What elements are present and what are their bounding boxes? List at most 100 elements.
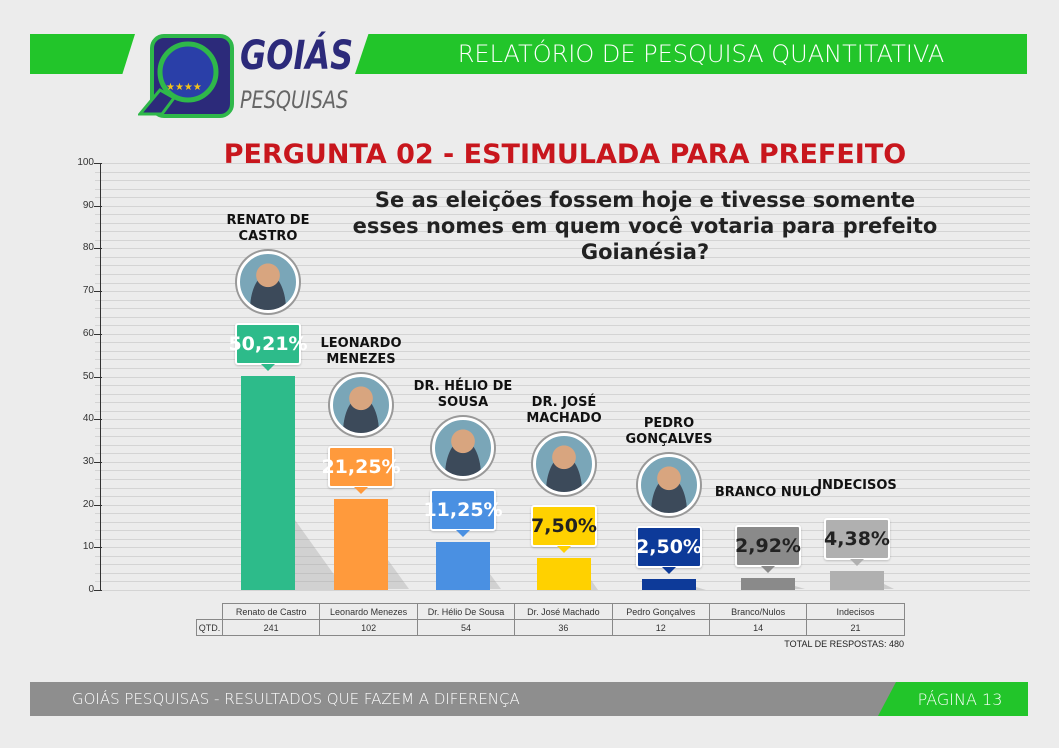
candidate-name: INDECISOS (817, 478, 897, 494)
value-label: 2,92% (735, 524, 801, 573)
y-tick-label: 30 (82, 455, 94, 467)
grid-line (95, 256, 1030, 258)
category-label: Indecisos (806, 603, 905, 620)
y-tick-mark (94, 461, 102, 463)
value-label: 11,25% (423, 488, 503, 537)
grid-line (95, 316, 1030, 318)
table-header-row: Renato de Castro Leonardo Menezes Dr. Héli… (197, 603, 905, 620)
grid-line (95, 282, 1030, 284)
logo-subtext: PESQUISAS (240, 86, 349, 114)
grid-line (95, 590, 1030, 591)
grid-line (95, 239, 1030, 241)
category-label: Branco/Nulos (708, 603, 808, 620)
y-tick-label: 40 (82, 413, 94, 425)
grid-line (95, 308, 1030, 310)
category-label: Dr. Hélio De Sousa (416, 603, 516, 620)
value-label: 4,38% (824, 518, 890, 567)
y-tick-mark (94, 590, 102, 591)
grid-line (95, 222, 1030, 224)
y-tick-label: 100 (77, 157, 94, 168)
grid-line (95, 291, 1030, 293)
grid-line (95, 419, 1030, 421)
grid-line (95, 393, 1030, 395)
total-responses: TOTAL DE RESPOSTAS: 480 (784, 639, 904, 649)
category-label: Leonardo Menezes (319, 603, 418, 620)
bar-shadow (490, 574, 501, 590)
y-tick-label: 20 (82, 498, 94, 510)
candidate-photo (533, 432, 595, 495)
y-tick-mark (94, 419, 102, 421)
y-tick-label: 50 (82, 370, 94, 382)
count-cell: 14 (708, 619, 808, 636)
y-tick-label: 80 (82, 242, 94, 254)
y-tick-mark (94, 163, 102, 164)
count-cell: 241 (221, 619, 321, 636)
category-label: Pedro Gonçalves (611, 603, 710, 620)
bar (334, 499, 388, 590)
bar-shadow (388, 560, 409, 590)
bar (642, 579, 696, 590)
grid-line (95, 350, 1030, 352)
count-cell: 36 (514, 619, 613, 636)
candidate-name: BRANCO NULO (714, 484, 822, 500)
chart-subtitle: Se as eleições fossem hoje e tivesse som… (352, 188, 938, 264)
candidate-name: DR. HÉLIO DE SOUSA (413, 378, 513, 410)
category-label: Renato de Castro (221, 603, 321, 620)
grid-line (95, 205, 1030, 207)
grid-line (95, 333, 1030, 335)
candidate-name: LEONARDO MENEZES (320, 336, 402, 368)
grid-line (95, 231, 1030, 233)
grid-line (95, 274, 1030, 276)
bar (241, 375, 295, 590)
grid-line (95, 385, 1030, 387)
table-row: QTD. 241 102 54 36 12 14 21 (196, 619, 905, 636)
bar-shadow (795, 586, 805, 590)
y-tick-mark (94, 291, 102, 293)
grid-line (95, 197, 1030, 199)
count-cell: 54 (416, 619, 516, 636)
grid-line (95, 265, 1030, 267)
grid-line (95, 359, 1030, 361)
value-label: 50,21% (228, 322, 308, 371)
y-tick-label: 60 (82, 327, 94, 339)
grid-line (95, 496, 1030, 498)
grid-line (95, 367, 1030, 369)
y-tick-mark (94, 248, 102, 250)
grid-line (95, 163, 1030, 164)
counts-table: Renato de Castro Leonardo Menezes Dr. Héli… (196, 603, 905, 636)
y-tick-label: 90 (82, 199, 94, 211)
svg-text:★★★★: ★★★★ (166, 82, 202, 93)
count-cell: 21 (806, 619, 905, 636)
candidate-photo (638, 454, 700, 517)
report-title: RELATÓRIO DE PESQUISA QUANTITATIVA (355, 34, 1027, 74)
grid-line (95, 427, 1030, 429)
grid-line (95, 248, 1030, 250)
chart-title: PERGUNTA 02 - ESTIMULADA PARA PREFEITO (223, 139, 907, 170)
grid-line (95, 171, 1030, 173)
grid-line (95, 376, 1030, 378)
count-cell: 12 (611, 619, 710, 636)
y-tick-mark (94, 205, 102, 207)
bar-shadow (591, 579, 598, 590)
candidate-photo (237, 250, 299, 313)
bar (741, 577, 795, 590)
grid-line (95, 402, 1030, 404)
y-tick-mark (94, 376, 102, 378)
grid-line (95, 299, 1030, 301)
grid-line (95, 188, 1030, 190)
candidate-photo (330, 374, 392, 437)
value-label: 7,50% (531, 504, 597, 553)
grid-line (95, 410, 1030, 412)
footer-tagline: GOIÁS PESQUISAS - RESULTADOS QUE FAZEM A… (30, 682, 910, 716)
y-tick-label: 0 (88, 584, 94, 595)
grid-line (95, 180, 1030, 182)
row-label: QTD. (196, 619, 223, 636)
y-tick-label: 70 (82, 285, 94, 297)
category-label: Dr. José Machado (514, 603, 613, 620)
bar (436, 541, 490, 590)
grid-line (95, 342, 1030, 344)
count-cell: 102 (319, 619, 418, 636)
bar-shadow (696, 586, 706, 590)
y-tick-mark (94, 333, 102, 335)
grid-line (95, 214, 1030, 216)
